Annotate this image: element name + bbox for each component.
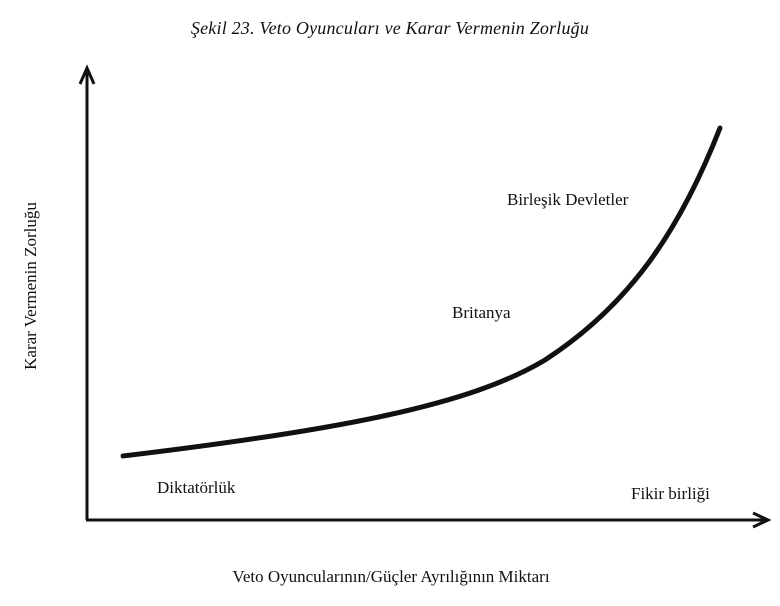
difficulty-curve [120, 125, 723, 459]
x-axis-arrowhead-icon [752, 511, 772, 529]
y-axis-label: Karar Vermenin Zorluğu [21, 202, 40, 370]
figure-title: Şekil 23. Veto Oyuncuları ve Karar Verme… [190, 18, 590, 38]
label-britain: Britanya [452, 303, 511, 322]
y-axis-arrowhead-icon [78, 64, 96, 85]
label-consensus: Fikir birliği [631, 484, 710, 503]
x-axis-label: Veto Oyuncularının/Güçler Ayrılığının Mi… [232, 567, 549, 586]
label-united-states: Birleşik Devletler [507, 190, 629, 209]
label-dictatorship: Diktatörlük [157, 478, 236, 497]
